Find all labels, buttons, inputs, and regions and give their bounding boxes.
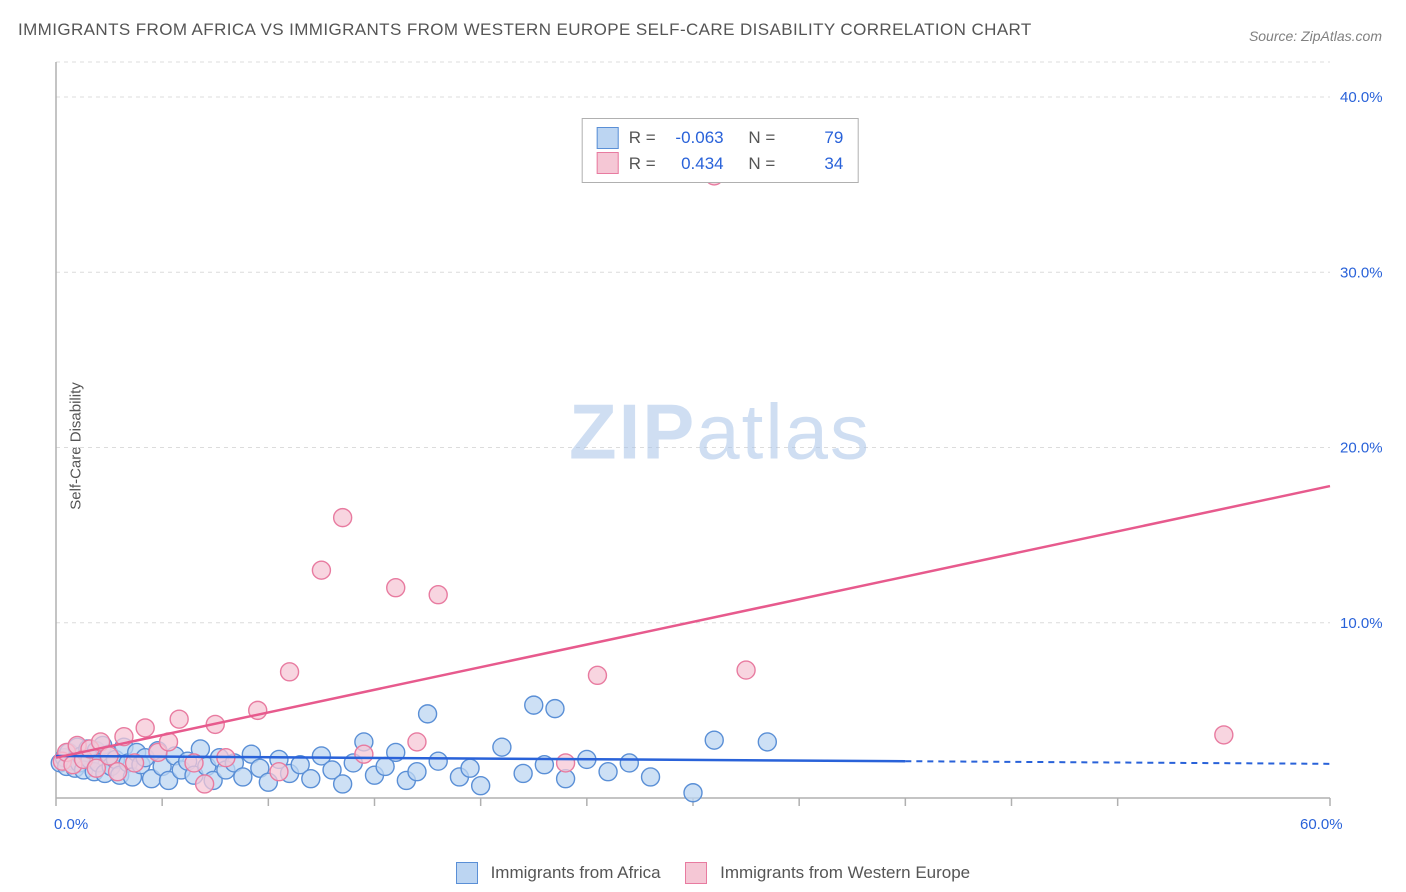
r-value-weurope: 0.434 — [666, 151, 724, 177]
svg-text:30.0%: 30.0% — [1340, 264, 1383, 281]
legend-label-africa: Immigrants from Africa — [491, 863, 661, 882]
svg-text:20.0%: 20.0% — [1340, 440, 1383, 457]
legend-label-weurope: Immigrants from Western Europe — [720, 863, 970, 882]
n-label: N = — [748, 125, 775, 151]
svg-text:40.0%: 40.0% — [1340, 89, 1383, 106]
n-label: N = — [748, 151, 775, 177]
n-value-weurope: 34 — [785, 151, 843, 177]
stats-legend: R = -0.063 N = 79 R = 0.434 N = 34 — [582, 118, 859, 183]
svg-text:10.0%: 10.0% — [1340, 615, 1383, 632]
legend-swatch-africa — [456, 862, 478, 884]
x-axis-max-label: 60.0% — [1300, 816, 1343, 833]
r-value-africa: -0.063 — [666, 125, 724, 151]
n-value-africa: 79 — [785, 125, 843, 151]
scatter-chart: 10.0%20.0%30.0%40.0% ZIPatlas R = -0.063… — [50, 58, 1390, 838]
r-label: R = — [629, 125, 656, 151]
r-label: R = — [629, 151, 656, 177]
chart-title: IMMIGRANTS FROM AFRICA VS IMMIGRANTS FRO… — [18, 20, 1032, 40]
source-label: Source: ZipAtlas.com — [1249, 28, 1382, 44]
series-legend: Immigrants from Africa Immigrants from W… — [0, 862, 1406, 884]
stats-row-weurope: R = 0.434 N = 34 — [597, 151, 844, 177]
legend-swatch-weurope — [685, 862, 707, 884]
swatch-africa — [597, 127, 619, 149]
stats-row-africa: R = -0.063 N = 79 — [597, 125, 844, 151]
swatch-weurope — [597, 152, 619, 174]
x-axis-min-label: 0.0% — [54, 816, 88, 833]
